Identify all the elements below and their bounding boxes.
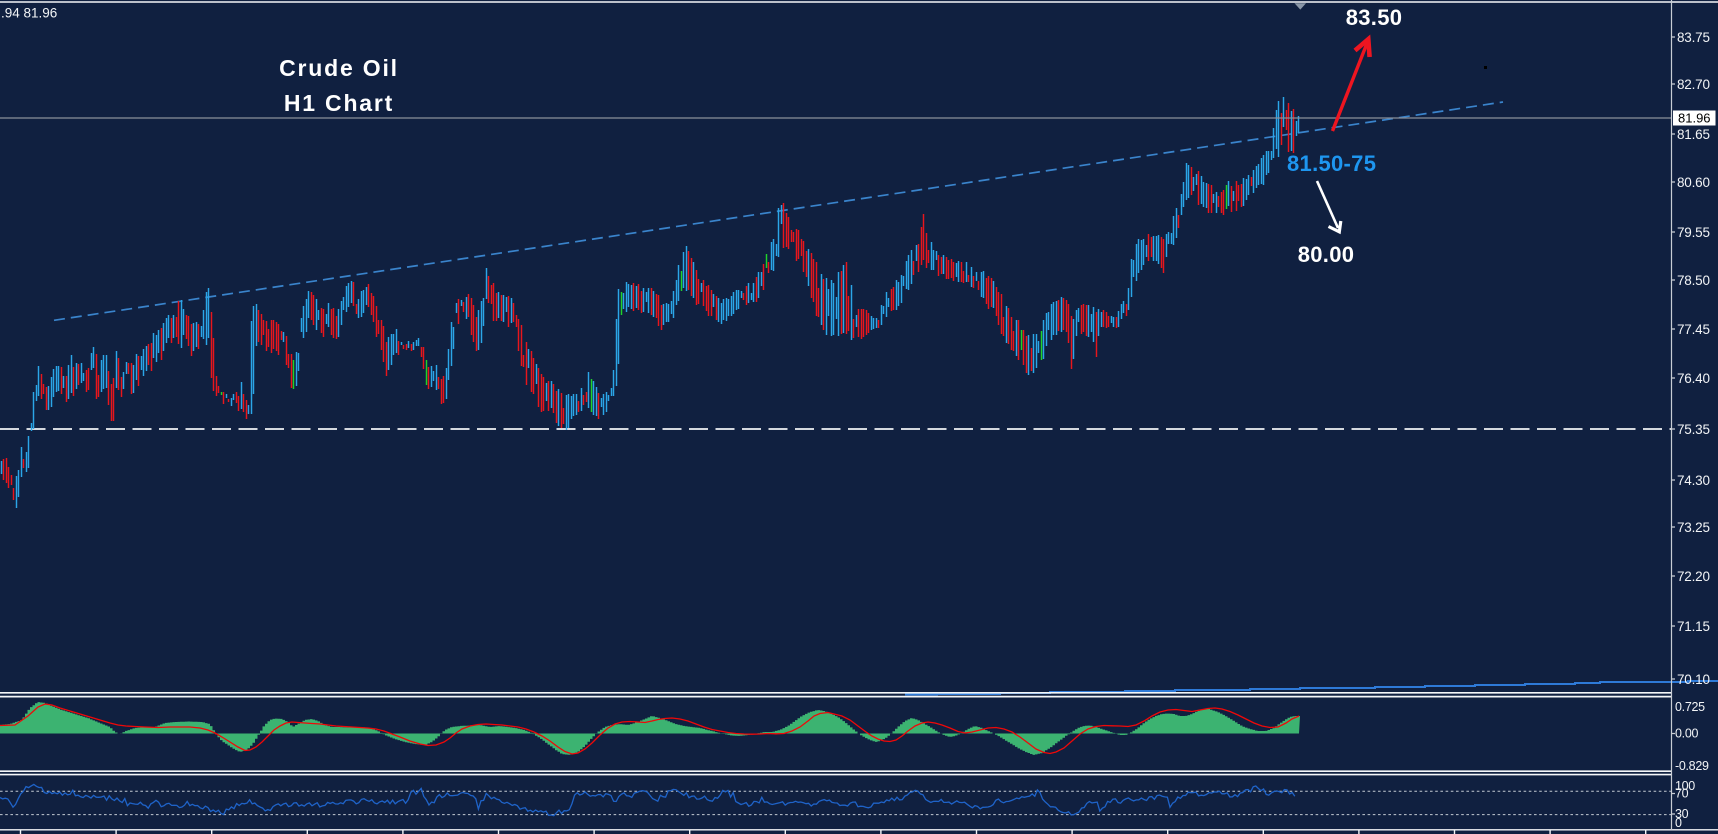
svg-text:0: 0 — [1675, 816, 1682, 830]
svg-text:83.75: 83.75 — [1677, 30, 1710, 45]
svg-text:80.60: 80.60 — [1677, 175, 1710, 190]
svg-text:75.35: 75.35 — [1677, 422, 1710, 437]
svg-text:100: 100 — [1675, 779, 1695, 793]
svg-text:74.30: 74.30 — [1677, 473, 1710, 488]
svg-text:81.96: 81.96 — [1678, 111, 1711, 126]
svg-text:76.40: 76.40 — [1677, 371, 1710, 386]
svg-text:-0.829: -0.829 — [1675, 759, 1709, 773]
svg-text:30: 30 — [1675, 807, 1689, 821]
svg-text:73.25: 73.25 — [1677, 520, 1710, 535]
svg-text:H1 Chart: H1 Chart — [284, 90, 394, 116]
svg-text:71.15: 71.15 — [1677, 619, 1710, 634]
svg-text:Crude Oil: Crude Oil — [279, 55, 399, 81]
svg-text:.94 81.96: .94 81.96 — [1, 6, 57, 21]
svg-text:82.70: 82.70 — [1677, 77, 1710, 92]
svg-text:78.50: 78.50 — [1677, 273, 1710, 288]
svg-text:79.55: 79.55 — [1677, 225, 1710, 240]
svg-text:81.65: 81.65 — [1677, 127, 1710, 142]
svg-text:72.20: 72.20 — [1677, 569, 1710, 584]
svg-text:0.00: 0.00 — [1675, 727, 1698, 741]
svg-text:83.50: 83.50 — [1346, 5, 1403, 30]
svg-text:81.50-75: 81.50-75 — [1287, 151, 1376, 176]
svg-text:77.45: 77.45 — [1677, 322, 1710, 337]
svg-text:70: 70 — [1675, 787, 1689, 801]
svg-text:80.00: 80.00 — [1298, 242, 1355, 267]
svg-text:70.10: 70.10 — [1677, 672, 1710, 687]
svg-text:0.725: 0.725 — [1675, 700, 1705, 714]
